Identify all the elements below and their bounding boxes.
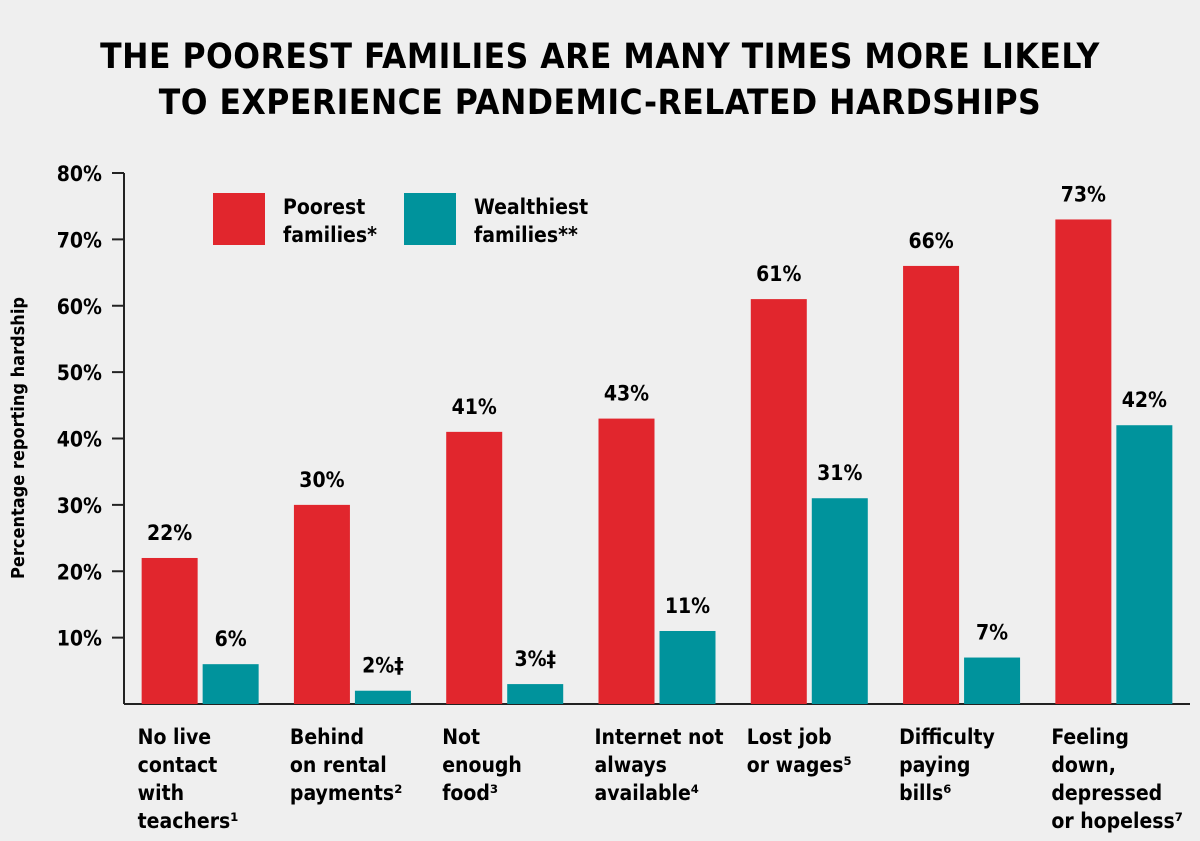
legend-label: Poorest xyxy=(283,195,365,219)
category-label: or wages⁵ xyxy=(747,753,852,777)
chart-title-line-2: TO EXPERIENCE PANDEMIC-RELATED HARDSHIPS xyxy=(159,83,1041,123)
category-label: Behind xyxy=(290,725,364,749)
category-label: bills⁶ xyxy=(899,781,951,805)
bar xyxy=(1055,219,1112,704)
data-label: 2%‡ xyxy=(362,654,404,678)
category-label: payments² xyxy=(290,781,402,805)
bar xyxy=(964,657,1021,704)
bars: 22% 6% 30% 2%‡ 41% 3%‡ 43% 11% 61% 31% 66% 7% 73% 42% xyxy=(141,182,1173,704)
category-label: teachers¹ xyxy=(138,809,239,833)
category-label: contact xyxy=(138,753,218,777)
category-label: with xyxy=(138,781,184,805)
bar xyxy=(903,265,960,704)
data-label: 6% xyxy=(215,627,247,651)
y-tick-label: 40% xyxy=(57,428,102,452)
category-label: or hopeless⁷ xyxy=(1051,809,1183,833)
data-label: 31% xyxy=(817,461,862,485)
y-tick-label: 70% xyxy=(57,228,102,252)
bar xyxy=(659,630,716,704)
category-label: depressed xyxy=(1051,781,1162,805)
y-tick-label: 60% xyxy=(57,295,102,319)
bar xyxy=(507,684,564,704)
data-label: 30% xyxy=(299,468,344,492)
y-tick-label: 10% xyxy=(57,627,102,651)
data-label: 61% xyxy=(756,262,801,286)
category-label: No live xyxy=(138,725,211,749)
legend-swatch xyxy=(213,193,265,245)
y-tick-label: 30% xyxy=(57,494,102,518)
data-label: 73% xyxy=(1061,182,1106,206)
category-label: paying xyxy=(899,753,970,777)
legend-label: families** xyxy=(474,223,578,247)
category-label: food³ xyxy=(442,781,498,805)
axes: 10% 20% 30% 40% 50% 60% 70% 80% xyxy=(57,162,1190,705)
bar xyxy=(354,690,411,704)
category-label: Lost job xyxy=(747,725,832,749)
bar xyxy=(750,299,807,704)
category-labels: No live contact with teachers¹ Behind on rent… xyxy=(138,725,1183,833)
bar xyxy=(446,431,503,704)
category-label: Difficulty xyxy=(899,725,995,749)
category-label: enough xyxy=(442,753,522,777)
bar xyxy=(811,498,868,704)
category-label: on rental xyxy=(290,753,387,777)
y-tick-label: 50% xyxy=(57,361,102,385)
category-label: always xyxy=(595,753,667,777)
category-label: Not xyxy=(442,725,480,749)
legend: Poorest families* Wealthiest families** xyxy=(213,193,588,247)
data-label: 43% xyxy=(604,382,649,406)
y-tick-label: 80% xyxy=(57,162,102,186)
data-label: 41% xyxy=(452,395,497,419)
chart-title-line-1: THE POOREST FAMILIES ARE MANY TIMES MORE… xyxy=(100,37,1100,77)
category-label: down, xyxy=(1051,753,1116,777)
data-label: 66% xyxy=(908,229,953,253)
category-label: available⁴ xyxy=(595,781,700,805)
bar xyxy=(141,557,198,704)
data-label: 22% xyxy=(147,521,192,545)
data-label: 3%‡ xyxy=(514,647,556,671)
category-label: Internet not xyxy=(595,725,724,749)
data-label: 42% xyxy=(1122,388,1167,412)
bar xyxy=(598,418,655,704)
data-label: 7% xyxy=(976,621,1008,645)
legend-label: families* xyxy=(283,223,377,247)
bar xyxy=(1116,425,1173,704)
bar xyxy=(202,664,259,704)
bar xyxy=(293,504,350,704)
data-label: 11% xyxy=(665,594,710,618)
category-label: Feeling xyxy=(1051,725,1129,749)
y-axis-label: Percentage reporting hardship xyxy=(8,297,29,579)
legend-swatch xyxy=(404,193,456,245)
legend-label: Wealthiest xyxy=(474,195,588,219)
y-tick-label: 20% xyxy=(57,560,102,584)
